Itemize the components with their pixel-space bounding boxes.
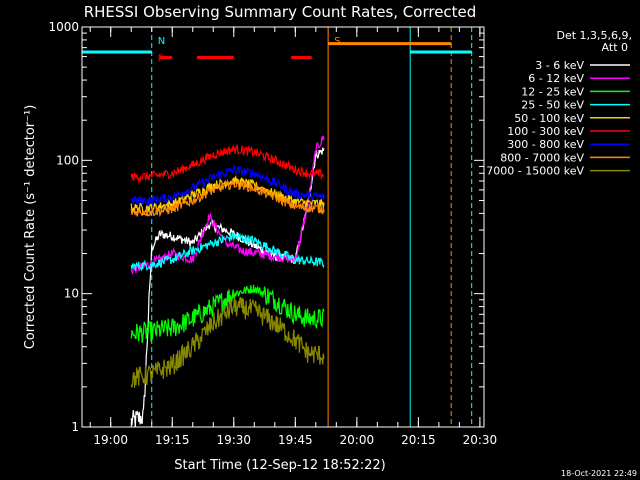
chart-axes: 1 10 100 1000 19:00 19:15 19:30 19:45 20:00 20:15… xyxy=(48,20,497,447)
y-tick-label-1: 10 xyxy=(64,287,79,301)
series-line-3 xyxy=(130,231,325,272)
plot-frame xyxy=(81,26,485,428)
legend-header-attenuator: Att 0 xyxy=(602,41,628,54)
legend-label-1: 6 - 12 keV xyxy=(528,72,584,85)
legend-label-0: 3 - 6 keV xyxy=(535,59,584,72)
plot-timestamp: 18-Oct-2021 22:49 xyxy=(561,469,637,478)
series-line-8 xyxy=(130,296,325,388)
legend-label-7: 800 - 7000 keV xyxy=(500,151,584,164)
x-tick-label-3: 19:45 xyxy=(278,433,313,447)
x-axis-label: Start Time (12-Sep-12 18:52:22) xyxy=(174,458,385,473)
annotation-label-2: S xyxy=(334,36,340,47)
legend-label-6: 300 - 800 keV xyxy=(507,138,584,151)
x-tick-label-2: 19:30 xyxy=(216,433,251,447)
annotation-label-0: N xyxy=(158,36,165,47)
y-axis-label: Corrected Count Rate (s⁻¹ detector⁻¹) xyxy=(23,105,38,350)
chart-marks: NF S xyxy=(81,27,473,427)
x-tick-label-4: 20:00 xyxy=(340,433,375,447)
y-tick-label-3: 1000 xyxy=(48,20,79,34)
y-tick-label-0: 1 xyxy=(71,420,79,434)
series-line-2 xyxy=(130,284,325,344)
chart-title: RHESSI Observing Summary Count Rates, Co… xyxy=(84,3,477,21)
series-line-7 xyxy=(130,178,325,218)
legend-label-2: 12 - 25 keV xyxy=(521,85,584,98)
legend-label-3: 25 - 50 keV xyxy=(521,99,584,112)
legend-label-8: 7000 - 15000 keV xyxy=(486,165,584,178)
x-tick-label-5: 20:15 xyxy=(401,433,436,447)
series-line-5 xyxy=(130,143,324,184)
series-line-6 xyxy=(130,164,325,207)
legend-label-4: 50 - 100 keV xyxy=(514,112,584,125)
annotation-label-1: F xyxy=(158,54,164,65)
x-tick-label-6: 20:30 xyxy=(463,433,498,447)
x-tick-label-0: 19:00 xyxy=(93,433,128,447)
y-tick-label-2: 100 xyxy=(56,153,79,167)
series-line-0 xyxy=(130,147,325,427)
x-tick-label-1: 19:15 xyxy=(155,433,190,447)
legend-header-detectors: Det 1,3,5,6,9, xyxy=(556,29,632,42)
legend-label-5: 100 - 300 keV xyxy=(507,125,584,138)
